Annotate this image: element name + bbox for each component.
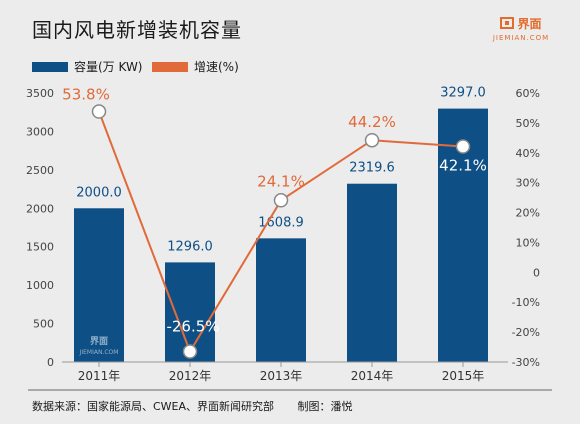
bar-capacity <box>347 183 397 362</box>
bar-capacity <box>256 238 306 362</box>
footer: 数据来源：国家能源局、CWEA、界面新闻研究部 制图：潘悦 <box>32 398 353 414</box>
left-axis-tick-label: 3000 <box>26 125 54 138</box>
left-axis-tick-label: 1500 <box>26 241 54 254</box>
brand-logo: 界面 JIEMIAN.COM <box>488 14 554 43</box>
right-axis-tick-label: 50% <box>516 117 540 130</box>
bar-capacity <box>74 208 124 362</box>
right-axis-tick-label: 10% <box>516 236 540 249</box>
x-axis-tick-label: 2011年 <box>78 369 121 383</box>
legend-growth-swatch <box>152 61 188 72</box>
legend-growth-label: 增速(%) <box>194 60 239 74</box>
left-axis-tick-label: 500 <box>33 318 54 331</box>
right-axis-tick-label: 40% <box>516 147 540 160</box>
left-axis-tick-label: 1000 <box>26 279 54 292</box>
chart-title: 国内风电新增装机容量 <box>32 18 242 42</box>
right-axis-tick-label: -20% <box>512 326 540 339</box>
growth-data-label: 44.2% <box>348 113 396 131</box>
legend-capacity-swatch <box>32 61 68 72</box>
legend-growth: 增速(%) <box>152 58 239 75</box>
x-axis-tick-label: 2013年 <box>260 369 303 383</box>
right-axis-tick-label: 20% <box>516 207 540 220</box>
growth-point <box>273 193 289 208</box>
x-axis-tick-label: 2014年 <box>351 369 394 383</box>
growth-point <box>455 139 471 154</box>
right-axis-tick-label: 30% <box>516 177 540 190</box>
right-axis-tick-label: -30% <box>512 356 540 369</box>
bar-capacity-data-label: 3297.0 <box>440 86 486 101</box>
brand-subtitle: JIEMIAN.COM <box>492 34 550 42</box>
growth-point <box>182 344 198 359</box>
bar-capacity-data-label: 1296.0 <box>167 239 213 254</box>
brand-name: 界面 <box>517 16 542 31</box>
brand-icon <box>500 17 515 29</box>
bar-capacity-data-label: 2000.0 <box>76 185 122 200</box>
legend-capacity: 容量(万 KW) <box>32 58 143 75</box>
growth-data-label: 24.1% <box>257 172 305 190</box>
left-axis-tick-label: 2500 <box>26 164 54 177</box>
x-axis-tick-label: 2015年 <box>442 369 485 383</box>
bar-capacity-data-label: 2319.6 <box>349 161 395 176</box>
left-axis-tick-label: 2000 <box>26 202 54 215</box>
growth-point <box>91 104 107 119</box>
left-axis-tick-label: 0 <box>47 356 54 369</box>
watermark-name: 界面 <box>90 336 108 347</box>
watermark-url: JIEMIAN.COM <box>79 349 119 356</box>
growth-data-label: 42.1% <box>439 157 487 175</box>
legend-capacity-label: 容量(万 KW) <box>74 60 143 74</box>
growth-point <box>364 132 380 148</box>
footer-source: 数据来源：国家能源局、CWEA、界面新闻研究部 <box>32 400 275 413</box>
footer-credit: 制图：潘悦 <box>297 400 353 413</box>
right-axis-tick-label: 0 <box>533 266 540 279</box>
growth-data-label: 53.8% <box>62 86 110 104</box>
x-axis-tick-label: 2012年 <box>169 369 212 383</box>
right-axis-tick-label: 60% <box>516 87 540 100</box>
right-axis-tick-label: -10% <box>512 296 540 309</box>
growth-data-label: -26.5% <box>166 318 219 336</box>
left-axis-tick-label: 3500 <box>26 87 54 100</box>
